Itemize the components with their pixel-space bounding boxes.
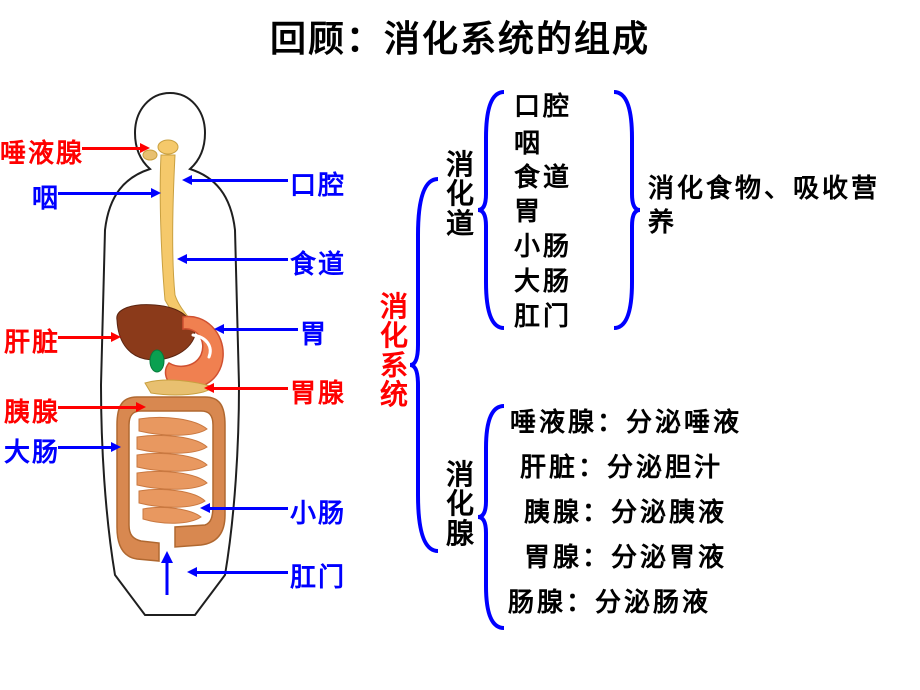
arrow-esophagus <box>177 254 187 264</box>
mouth-cavity <box>158 140 178 154</box>
leader-esophagus <box>185 258 288 261</box>
label-liver: 肝脏 <box>0 322 60 359</box>
label-gastric-gland: 胃腺 <box>290 373 346 410</box>
glands-brace <box>478 402 508 632</box>
tract-item-0: 口腔 <box>514 86 572 123</box>
label-esophagus: 食道 <box>290 244 346 281</box>
label-salivary: 唾液腺 <box>0 133 82 170</box>
tract-item-2: 食道 <box>514 157 572 194</box>
leader-gastric-gland <box>212 387 288 390</box>
label-large-intestine: 大肠 <box>0 432 60 469</box>
leader-large-intestine <box>58 446 113 449</box>
root-brace <box>410 175 442 555</box>
arrow-large-intestine <box>111 442 121 452</box>
arrow-salivary <box>140 143 150 153</box>
leader-stomach <box>222 328 298 331</box>
leader-pancreas <box>58 406 138 409</box>
arrow-anus <box>187 567 197 577</box>
leader-mouth <box>190 179 288 182</box>
label-mouth: 口腔 <box>290 165 346 202</box>
body-svg <box>55 85 285 625</box>
label-pancreas: 胰腺 <box>0 392 60 429</box>
tract-item-5: 大肠 <box>514 261 572 298</box>
tract-item-4: 小肠 <box>514 226 572 263</box>
gallbladder <box>150 350 164 372</box>
leader-salivary <box>82 147 142 150</box>
arrow-stomach <box>214 324 224 334</box>
tract-item-6: 肛门 <box>514 296 572 333</box>
label-stomach: 胃 <box>300 314 328 351</box>
tract-brace <box>478 88 508 332</box>
leader-liver <box>58 336 113 339</box>
leader-anus <box>195 571 288 574</box>
tract-function: 消化食物、吸收营养 <box>648 172 908 240</box>
gland-item-3: 胃腺：分泌胃液 <box>524 537 727 574</box>
page-title: 回顾：消化系统的组成 <box>0 10 920 62</box>
tract-label: 消化道 <box>446 150 474 238</box>
arrow-mouth <box>182 175 192 185</box>
gland-item-1: 肝脏：分泌胆汁 <box>520 447 723 484</box>
leader-small-intestine <box>208 507 288 510</box>
gland-item-0: 唾液腺：分泌唾液 <box>510 402 742 439</box>
gland-item-4: 肠腺：分泌肠液 <box>508 582 711 619</box>
gland-item-2: 胰腺：分泌胰液 <box>524 492 727 529</box>
root-label: 消化系统 <box>380 292 408 410</box>
arrow-gastric-gland <box>204 383 214 393</box>
label-small-intestine: 小肠 <box>290 493 346 530</box>
arrow-pancreas <box>136 402 146 412</box>
tract-brace-close <box>610 88 640 332</box>
tract-item-1: 咽 <box>514 123 543 160</box>
tract-item-3: 胃 <box>514 191 543 228</box>
arrow-pharynx <box>151 188 161 198</box>
anatomy-figure <box>55 85 285 635</box>
leader-pharynx <box>58 192 153 195</box>
arrow-liver <box>111 332 121 342</box>
arrow-small-intestine <box>200 503 210 513</box>
label-pharynx: 咽 <box>0 178 60 215</box>
hierarchy: 消化系统 消化道 口腔 咽 食道 胃 小肠 大肠 肛门 消化食物、吸收营养 消化… <box>380 80 910 660</box>
glands-label: 消化腺 <box>446 460 474 548</box>
label-anus: 肛门 <box>290 557 346 594</box>
